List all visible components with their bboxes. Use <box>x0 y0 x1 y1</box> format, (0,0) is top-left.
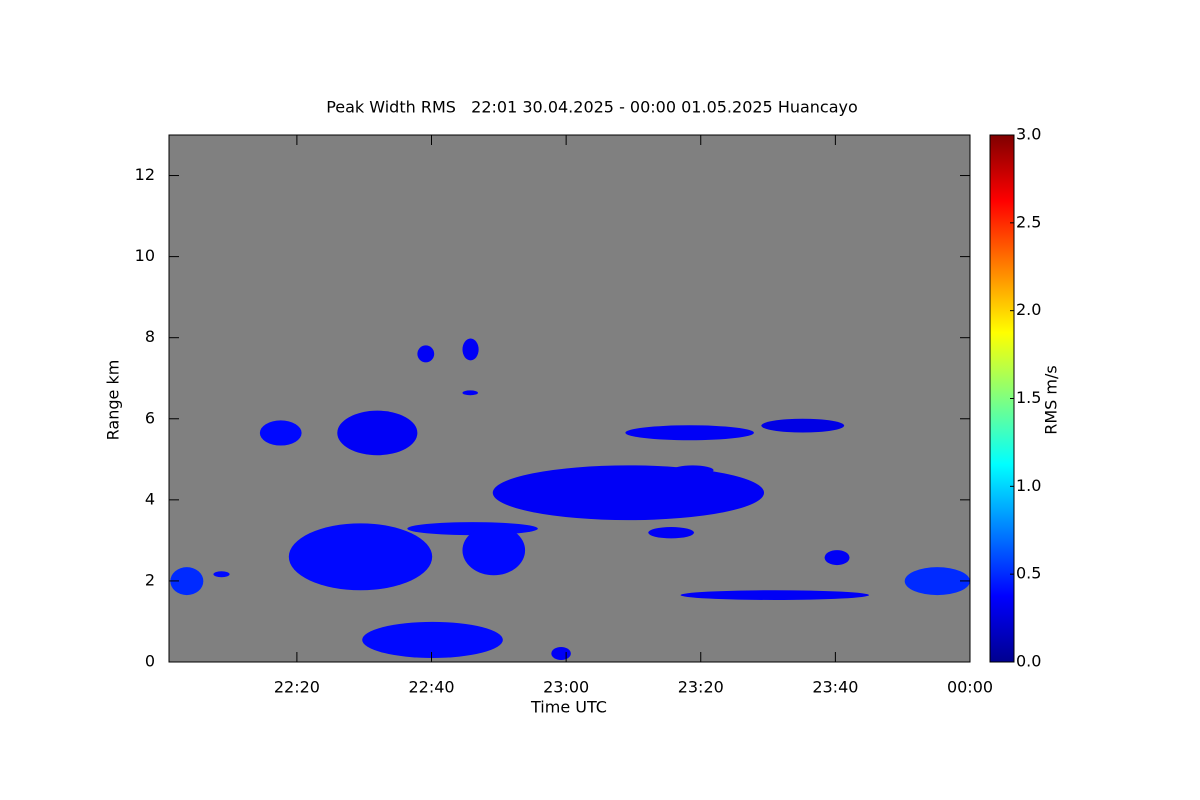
echo <box>462 338 479 361</box>
echo <box>462 525 526 576</box>
y-tick-label: 12 <box>135 165 155 184</box>
echo <box>492 465 765 521</box>
echo <box>648 527 695 539</box>
echo <box>170 567 204 596</box>
y-axis-label: Range km <box>104 360 123 441</box>
plot-background <box>169 135 970 662</box>
y-tick-label: 0 <box>145 652 155 671</box>
echo <box>259 420 302 446</box>
colorbar-tick-label: 2.0 <box>1016 300 1041 319</box>
y-tick-label: 2 <box>145 570 155 589</box>
x-tick-label: 22:20 <box>274 678 320 697</box>
echo <box>625 425 754 441</box>
plot-frame <box>168 134 971 663</box>
chart-title: Peak Width RMS 22:01 30.04.2025 - 00:00 … <box>326 98 858 117</box>
colorbar-tick-label: 1.5 <box>1016 388 1041 407</box>
colorbar-tick-label: 0.5 <box>1016 564 1041 583</box>
echo <box>671 465 714 476</box>
x-tick-label: 22:40 <box>408 678 454 697</box>
echo <box>761 418 845 433</box>
colorbar-tick-label: 0.0 <box>1016 652 1041 671</box>
echo <box>824 550 850 566</box>
colorbar-label: RMS m/s <box>1042 365 1061 434</box>
x-axis-label: Time UTC <box>530 698 607 717</box>
echo <box>337 410 418 456</box>
echo <box>288 523 433 591</box>
x-tick-label: 23:00 <box>543 678 589 697</box>
echo <box>680 590 870 600</box>
echo <box>213 571 230 578</box>
y-tick-label: 6 <box>145 408 155 427</box>
echo <box>462 390 478 396</box>
y-tick-label: 8 <box>145 327 155 346</box>
x-tick-label: 00:00 <box>947 678 993 697</box>
echo <box>551 647 571 660</box>
x-tick-label: 23:40 <box>812 678 858 697</box>
x-tick-label: 23:20 <box>678 678 724 697</box>
colorbar-tick-label: 2.5 <box>1016 212 1041 231</box>
y-tick-label: 4 <box>145 489 155 508</box>
colorbar-tick-label: 3.0 <box>1016 125 1041 144</box>
y-tick-label: 10 <box>135 246 155 265</box>
echo <box>417 345 435 363</box>
echo-layer <box>170 338 970 660</box>
echo <box>904 567 970 596</box>
colorbar-tick-label: 1.0 <box>1016 476 1041 495</box>
echo <box>362 621 503 658</box>
